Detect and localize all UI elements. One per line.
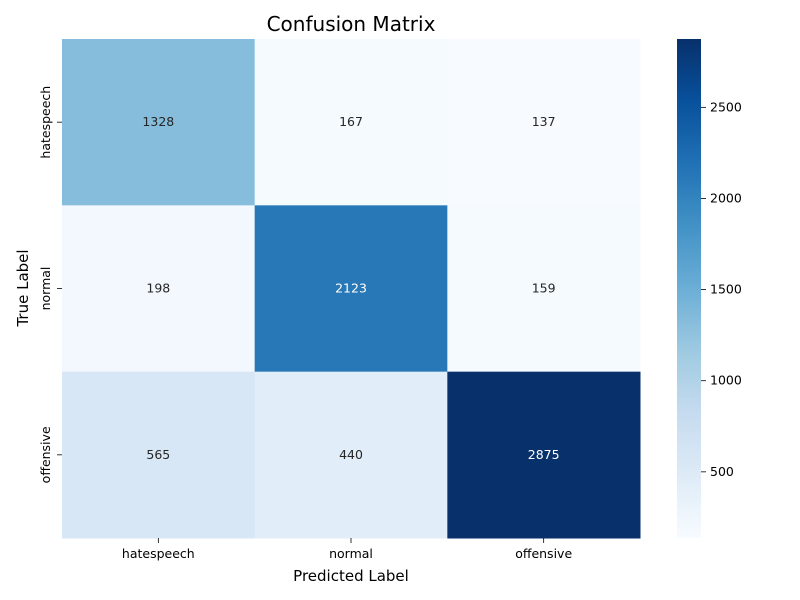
colorbar-tick-label: 1000: [710, 373, 742, 388]
heatmap-cells: 1328 167 137 198 2123 159 565 440 2875: [62, 39, 641, 539]
heatmap-cell-value: 2875: [528, 447, 560, 462]
x-tick-label: hatespeech: [122, 546, 195, 561]
heatmap-cell-hatespeech-normal: [254, 39, 448, 206]
y-axis-ticks: hatespeech normal offensive: [38, 86, 62, 483]
heatmap-cell-value: 565: [146, 447, 170, 462]
heatmap-cell-offensive-hatespeech: [62, 371, 256, 539]
heatmap-cell-value: 159: [532, 281, 556, 296]
heatmap-cell-value: 198: [146, 281, 170, 296]
heatmap-cell-value: 1328: [142, 114, 174, 129]
x-axis-label: Predicted Label: [293, 567, 409, 585]
y-tick-label: offensive: [38, 426, 53, 483]
y-tick-label: normal: [38, 267, 53, 311]
chart-title: Confusion Matrix: [267, 12, 436, 36]
x-tick-label: normal: [329, 546, 373, 561]
heatmap-cell-hatespeech-offensive: [447, 39, 641, 206]
heatmap-cell-hatespeech-hatespeech: [62, 39, 256, 206]
colorbar-tick-label: 500: [710, 464, 734, 479]
heatmap-cell-value: 137: [532, 114, 556, 129]
heatmap-cell-value: 440: [339, 447, 363, 462]
heatmap-cell-normal-normal: [254, 205, 448, 373]
heatmap-cell-offensive-normal: [254, 371, 448, 539]
colorbar-ticks: 500 1000 1500 2000 2500: [701, 99, 742, 479]
colorbar-tick-label: 1500: [710, 282, 742, 297]
colorbar: [677, 39, 701, 538]
colorbar-tick-label: 2500: [710, 99, 742, 114]
heatmap-cell-normal-offensive: [447, 205, 641, 373]
x-axis-ticks: hatespeech normal offensive: [122, 538, 572, 561]
x-tick-label: offensive: [515, 546, 572, 561]
y-axis-label: True Label: [14, 249, 32, 327]
y-tick-label: hatespeech: [38, 86, 53, 159]
heatmap-cell-value: 167: [339, 114, 363, 129]
heatmap-cell-offensive-offensive: [447, 371, 641, 539]
heatmap-cell-normal-hatespeech: [62, 205, 256, 373]
heatmap-cell-value: 2123: [335, 281, 367, 296]
colorbar-tick-label: 2000: [710, 190, 742, 205]
